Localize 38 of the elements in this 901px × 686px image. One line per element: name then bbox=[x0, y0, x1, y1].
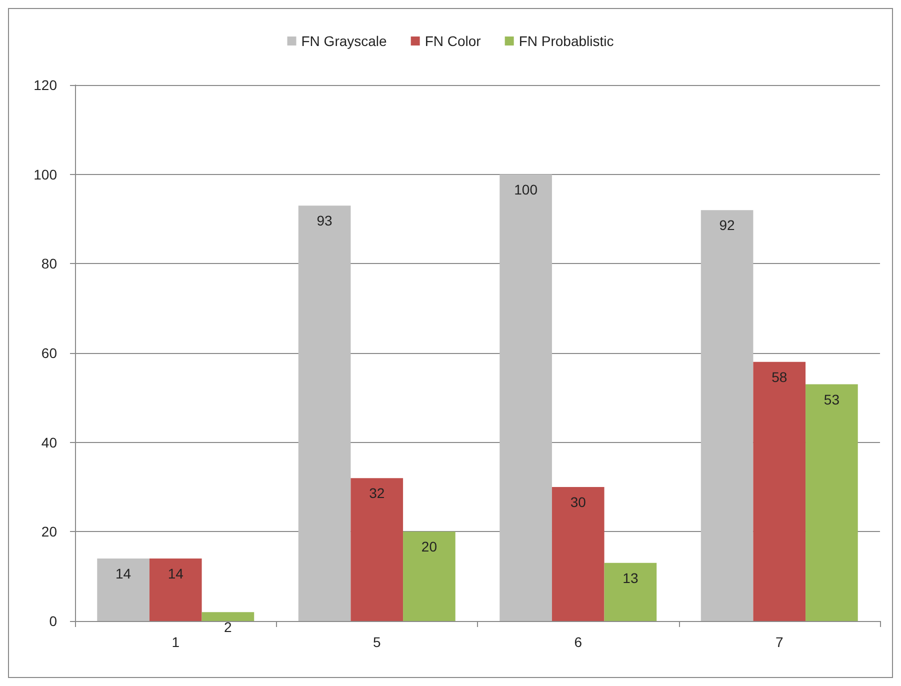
data-label: 92 bbox=[719, 217, 736, 234]
y-tick-label: 0 bbox=[49, 613, 58, 629]
bar bbox=[500, 174, 552, 621]
bar bbox=[403, 532, 456, 621]
bar bbox=[806, 384, 858, 621]
legend-label: FN Probablistic bbox=[518, 33, 614, 49]
data-label: 58 bbox=[772, 368, 788, 385]
data-label: 2 bbox=[224, 619, 232, 636]
y-tick-label: 40 bbox=[41, 434, 58, 450]
data-label: 53 bbox=[824, 391, 840, 408]
legend-label: FN Color bbox=[424, 33, 482, 49]
data-label: 14 bbox=[168, 565, 184, 582]
bar bbox=[149, 558, 202, 621]
y-tick-label: 60 bbox=[41, 345, 58, 361]
data-label: 13 bbox=[622, 570, 638, 586]
x-tick-label: 1 bbox=[172, 634, 180, 650]
bar bbox=[350, 478, 404, 621]
bar bbox=[97, 558, 150, 621]
x-tick-label: 6 bbox=[574, 634, 582, 650]
bar bbox=[298, 206, 351, 621]
data-label: 93 bbox=[316, 212, 333, 229]
y-tick-label: 20 bbox=[41, 524, 58, 540]
bar bbox=[202, 612, 254, 621]
bar bbox=[604, 562, 657, 621]
bar bbox=[700, 210, 754, 621]
y-tick-label: 80 bbox=[41, 256, 58, 272]
x-tick-label: 7 bbox=[775, 634, 784, 650]
y-tick-label: 100 bbox=[34, 166, 58, 182]
x-tick-label: 5 bbox=[372, 634, 381, 650]
data-label: 32 bbox=[369, 485, 385, 502]
bar bbox=[552, 487, 604, 621]
legend-label: FN Grayscale bbox=[301, 33, 388, 49]
data-label: 14 bbox=[116, 565, 132, 582]
data-label: 100 bbox=[514, 181, 538, 198]
data-label: 20 bbox=[421, 538, 438, 555]
data-label: 30 bbox=[570, 494, 586, 510]
y-tick-label: 120 bbox=[34, 77, 58, 93]
bar bbox=[753, 362, 806, 621]
